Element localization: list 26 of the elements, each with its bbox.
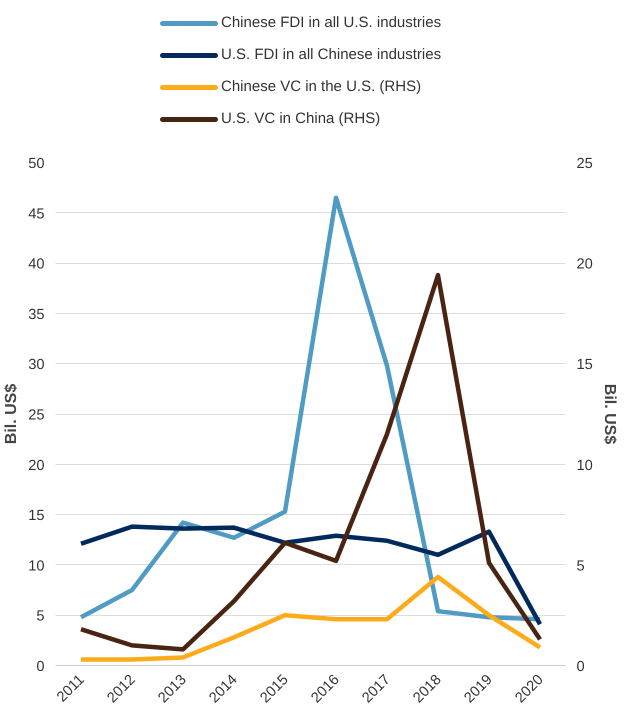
legend-label: Chinese VC in the U.S. (RHS) — [221, 77, 422, 98]
y2-tick-label: 5 — [576, 558, 585, 574]
y-axis-title: Bil. US$ — [3, 384, 20, 444]
line-series — [78, 272, 542, 652]
y2-tick-label: 20 — [576, 256, 593, 273]
y2-tick-label: 0 — [576, 659, 585, 675]
legend-label: U.S. FDI in all Chinese industries — [221, 45, 442, 66]
y-tick-label: 25 — [28, 408, 45, 424]
y-tick-label: 10 — [28, 558, 45, 574]
y2-tick-label: 25 — [576, 156, 593, 172]
y-tick-label: 35 — [28, 306, 45, 323]
y2-axis-title: Bil. US$ — [600, 384, 618, 444]
y-tick-label: 30 — [28, 357, 45, 374]
y-tick-label: 45 — [28, 206, 45, 222]
y-tick-label: 5 — [36, 608, 45, 625]
legend-label: Chinese FDI in all U.S. industries — [221, 13, 442, 34]
y-tick-label: 50 — [28, 156, 45, 172]
y2-tick-label: 10 — [576, 458, 593, 474]
legend-label: U.S. VC in China (RHS) — [221, 109, 380, 130]
y2-tick-label: 15 — [576, 357, 593, 374]
y-tick-label: 15 — [28, 508, 45, 524]
y-tick-label: 0 — [36, 659, 45, 675]
line-series — [78, 524, 542, 627]
line-series — [78, 195, 542, 622]
y-tick-label: 20 — [28, 458, 45, 474]
y-tick-label: 40 — [28, 256, 45, 273]
